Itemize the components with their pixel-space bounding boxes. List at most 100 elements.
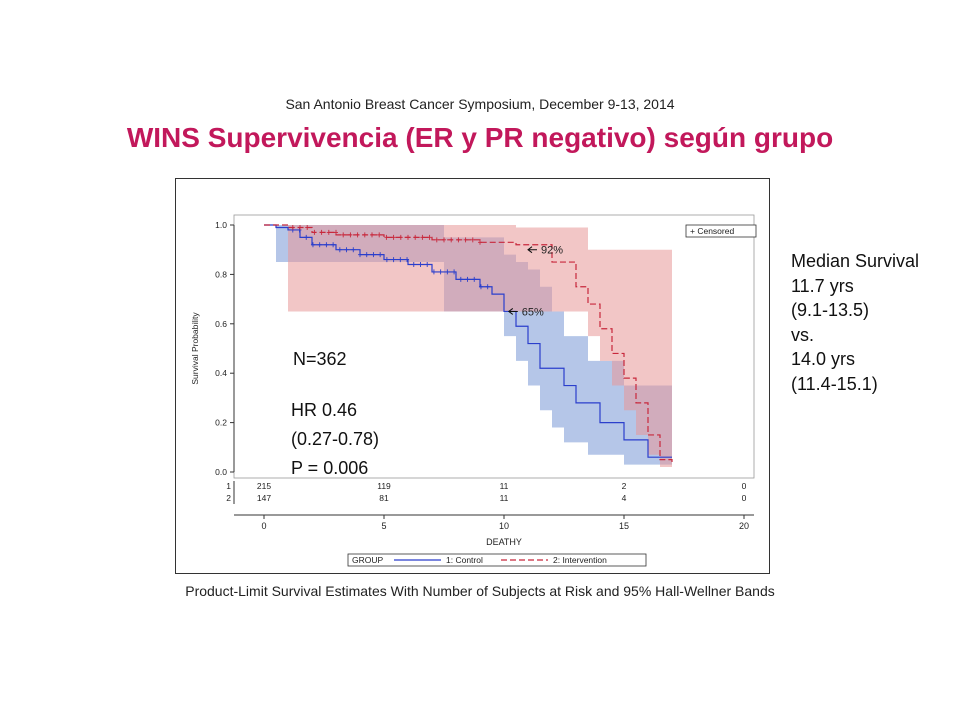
censor-mark [355, 232, 360, 238]
censor-mark [434, 237, 439, 243]
censor-mark [310, 242, 315, 248]
censor-mark [452, 269, 457, 275]
hazard-ratio-ci-label: (0.27-0.78) [291, 429, 380, 449]
censor-mark [458, 276, 463, 282]
group-legend-title: GROUP [352, 555, 384, 565]
censor-mark [341, 232, 346, 238]
censor-mark [331, 242, 336, 248]
x-tick-label: 0 [261, 521, 266, 531]
y-tick-label: 1.0 [215, 220, 227, 230]
censor-mark [406, 234, 410, 240]
censor-mark [470, 237, 475, 243]
censor-mark [478, 284, 483, 290]
censor-mark [449, 237, 454, 243]
chart-caption: Product-Limit Survival Estimates With Nu… [185, 583, 775, 599]
y-tick-label: 0.2 [215, 418, 227, 428]
confidence-band-control [276, 225, 672, 472]
censor-mark [317, 242, 322, 248]
sample-size-label: N=362 [293, 349, 347, 369]
censor-mark [377, 232, 382, 238]
median-intervention-ci: (11.4-15.1) [791, 373, 878, 394]
censor-mark [348, 232, 353, 238]
survival-chart: 0.0 0.2 0.4 0.6 0.8 1.0 Survival Probability + … [190, 214, 757, 567]
censor-mark [304, 234, 309, 240]
legend-entry-control: 1: Control [446, 555, 483, 565]
y-tick-label: 0.0 [215, 467, 227, 477]
y-tick-label: 0.6 [215, 319, 227, 329]
censor-mark [378, 252, 383, 258]
at-risk-count: 0 [742, 481, 747, 491]
censor-mark [445, 269, 450, 275]
censor-mark [438, 269, 443, 275]
median-survival-title: Median Survival [791, 251, 920, 271]
censor-mark [337, 247, 342, 253]
censor-mark [362, 232, 367, 238]
at-risk-group-label: 1 [226, 481, 231, 491]
censor-mark [324, 242, 329, 248]
censor-mark [290, 224, 295, 230]
point-label-arrow [527, 246, 537, 254]
chart-frame: 0.0 0.2 0.4 0.6 0.8 1.0 Survival Probability + … [175, 178, 770, 574]
median-control: 11.7 yrs [791, 275, 854, 296]
at-risk-count: 2 [622, 481, 627, 491]
censor-mark [370, 232, 374, 238]
censor-mark [427, 234, 432, 240]
censor-mark [478, 239, 482, 245]
hazard-ratio-label: HR 0.46 [291, 400, 358, 420]
y-tick-label: 0.8 [215, 269, 227, 279]
x-tick-label: 5 [381, 521, 386, 531]
median-intervention: 14.0 yrs [791, 349, 856, 369]
censor-mark [391, 257, 396, 263]
at-risk-count: 215 [257, 481, 271, 491]
censor-mark [463, 237, 468, 243]
censor-mark [485, 284, 490, 290]
x-tick-label: 20 [739, 521, 749, 531]
at-risk-count: 81 [379, 493, 389, 503]
survival-line-control [264, 224, 672, 458]
censor-mark [358, 252, 362, 258]
censor-mark [371, 252, 376, 258]
at-risk-count: 0 [742, 493, 747, 503]
censor-mark [413, 234, 418, 240]
at-risk-count: 11 [500, 493, 509, 503]
censor-mark [472, 276, 477, 282]
censor-mark [456, 237, 461, 243]
y-tick-label: 0.4 [215, 368, 227, 378]
x-tick-label: 15 [619, 521, 629, 531]
at-risk-count: 4 [622, 493, 627, 503]
censor-mark [405, 257, 410, 263]
censor-mark [334, 229, 338, 235]
at-risk-count: 119 [377, 481, 391, 491]
censor-mark [431, 269, 436, 275]
p-value-label: P = 0.006 [291, 458, 369, 478]
point-label: 65% [522, 306, 544, 318]
point-label: 92% [541, 245, 563, 257]
censor-mark [418, 262, 423, 268]
censor-mark [298, 224, 302, 230]
censor-mark [319, 229, 324, 235]
x-axis-label: DEATHY [486, 537, 522, 547]
at-risk-count: 11 [500, 481, 509, 491]
censor-mark [398, 257, 403, 263]
at-risk-count: 147 [257, 493, 271, 503]
censor-mark [351, 247, 356, 253]
censor-mark [411, 262, 416, 268]
x-tick-label: 10 [499, 521, 509, 531]
censored-legend-box [685, 224, 757, 238]
median-vs: vs. [791, 324, 815, 345]
slide-title: WINS Supervivencia (ER y PR negativo) se… [126, 122, 834, 153]
censored-legend-label: + Censored [690, 226, 734, 236]
censor-mark [326, 229, 331, 235]
censor-mark [425, 262, 430, 268]
legend-entry-intervention: 2: Intervention [553, 555, 607, 565]
censor-mark [344, 247, 349, 253]
conference-label: San Antonio Breast Cancer Symposium, Dec… [285, 96, 675, 112]
censor-mark [391, 234, 396, 240]
censor-mark [442, 237, 446, 243]
censor-mark [305, 224, 310, 230]
point-label-arrow [507, 308, 518, 315]
median-survival-panel: Median Survival 11.7 yrs (9.1-13.5) vs. … [791, 249, 919, 396]
at-risk-group-label: 2 [226, 493, 231, 503]
censor-mark [384, 257, 389, 263]
censor-mark [312, 229, 317, 235]
